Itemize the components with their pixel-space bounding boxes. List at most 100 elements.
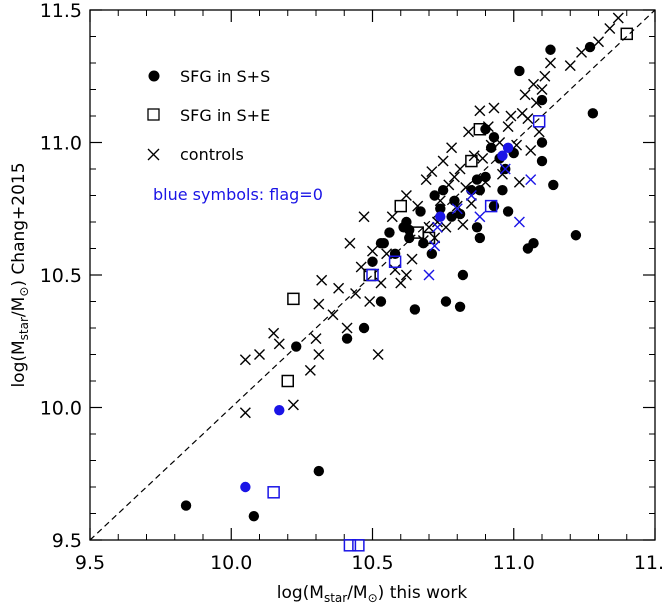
data-point-circle bbox=[389, 248, 401, 259]
data-point-cross bbox=[519, 89, 531, 101]
data-point-circle bbox=[384, 227, 395, 238]
data-point-square bbox=[281, 374, 294, 388]
data-point-circle bbox=[570, 230, 582, 241]
data-point-circle bbox=[378, 238, 389, 249]
data-point-cross bbox=[310, 333, 322, 345]
data-point-cross bbox=[406, 253, 418, 265]
plot-frame bbox=[89, 9, 656, 541]
data-point-cross bbox=[273, 338, 285, 350]
data-point-cross bbox=[612, 12, 624, 24]
data-point-cross bbox=[533, 126, 545, 138]
data-point-cross bbox=[499, 163, 511, 175]
data-point-square bbox=[388, 255, 402, 268]
data-point-circle bbox=[401, 216, 412, 228]
data-point-cross bbox=[454, 163, 466, 175]
x-tick-label: 9.5 bbox=[75, 552, 105, 574]
y-tick-label: 10.5 bbox=[40, 265, 82, 287]
data-point-cross bbox=[525, 144, 537, 156]
data-point-square bbox=[484, 199, 498, 213]
data-point-cross bbox=[327, 309, 339, 321]
legend-label-ss: SFG in S+S bbox=[180, 67, 270, 86]
data-point-cross bbox=[522, 113, 534, 125]
data-point-cross bbox=[386, 211, 398, 223]
data-point-square bbox=[352, 539, 365, 552]
x-tick-label: 11.0 bbox=[493, 552, 535, 574]
data-point-circle bbox=[457, 269, 469, 281]
data-point-cross bbox=[440, 221, 452, 233]
data-point-circle bbox=[440, 296, 452, 307]
y-tick-label: 9.5 bbox=[52, 530, 82, 552]
x-tick-label: 11.5 bbox=[634, 552, 663, 574]
data-point-circle bbox=[454, 301, 466, 312]
data-point-circle bbox=[446, 211, 457, 222]
y-axis-label-sun: ⊙ bbox=[17, 287, 31, 297]
data-point-circle bbox=[474, 232, 486, 244]
data-point-cross bbox=[254, 349, 265, 360]
data-point-cross bbox=[341, 322, 353, 334]
data-point-cross bbox=[316, 274, 328, 286]
data-point-circle bbox=[240, 481, 251, 493]
data-point-cross bbox=[488, 102, 500, 114]
data-point-cross bbox=[313, 298, 325, 310]
data-point-circle bbox=[488, 200, 500, 212]
data-point-cross bbox=[463, 126, 475, 138]
data-point-cross bbox=[431, 221, 443, 233]
legend: SFG in S+S SFG in S+E controls blue symb… bbox=[147, 67, 323, 204]
data-point-cross bbox=[474, 211, 486, 223]
y-tick-label: 11.5 bbox=[40, 0, 82, 22]
legend-label-se: SFG in S+E bbox=[180, 106, 270, 125]
data-point-cross bbox=[429, 232, 441, 244]
data-point-cross bbox=[239, 354, 251, 366]
data-point-cross bbox=[239, 407, 251, 419]
data-point-circle bbox=[502, 142, 514, 153]
data-point-cross bbox=[358, 211, 370, 223]
data-points bbox=[180, 12, 633, 552]
data-point-cross bbox=[412, 200, 424, 212]
legend-marker-cross bbox=[147, 148, 160, 161]
data-point-cross bbox=[525, 174, 537, 186]
data-point-cross bbox=[494, 137, 506, 148]
legend-note: blue symbols: flag=0 bbox=[153, 185, 323, 204]
data-point-cross bbox=[451, 200, 463, 212]
data-point-square bbox=[366, 268, 379, 282]
data-point-cross bbox=[513, 216, 525, 228]
data-point-cross bbox=[593, 36, 604, 48]
data-point-circle bbox=[497, 150, 508, 161]
data-point-cross bbox=[482, 121, 494, 133]
data-point-circle bbox=[435, 211, 446, 222]
data-point-circle bbox=[474, 185, 486, 196]
data-point-circle bbox=[471, 174, 483, 185]
data-point-circle bbox=[480, 171, 491, 183]
data-point-cross bbox=[420, 174, 432, 186]
data-point-circle bbox=[274, 404, 285, 416]
legend-label-controls: controls bbox=[180, 145, 244, 164]
y-axis-label: log(Mstar/M⊙) Chang+2015 bbox=[9, 162, 31, 387]
data-point-cross bbox=[539, 70, 551, 82]
data-point-cross bbox=[446, 142, 458, 154]
data-point-cross bbox=[350, 288, 362, 300]
data-point-cross bbox=[400, 269, 412, 281]
data-point-circle bbox=[180, 500, 192, 511]
data-point-cross bbox=[502, 121, 514, 133]
x-axis-label-sun: ⊙ bbox=[368, 591, 378, 605]
data-point-circle bbox=[587, 108, 599, 119]
data-point-cross bbox=[544, 57, 556, 69]
data-point-square bbox=[532, 115, 546, 128]
data-point-circle bbox=[341, 333, 353, 344]
data-point-cross bbox=[564, 60, 576, 72]
data-point-cross bbox=[429, 240, 441, 252]
data-point-square bbox=[343, 539, 357, 552]
data-point-square bbox=[620, 27, 633, 41]
data-point-cross bbox=[443, 179, 455, 191]
data-point-circle bbox=[514, 65, 525, 77]
legend-marker-circle bbox=[148, 70, 160, 82]
data-point-square bbox=[267, 486, 280, 499]
data-point-cross bbox=[530, 97, 542, 109]
data-point-cross bbox=[389, 264, 401, 276]
x-tick-label: 10.5 bbox=[351, 552, 393, 574]
data-point-cross bbox=[480, 176, 491, 188]
data-point-circle bbox=[409, 304, 421, 315]
data-point-circle bbox=[485, 142, 497, 153]
data-point-square bbox=[287, 292, 300, 306]
data-point-circle bbox=[536, 137, 548, 148]
